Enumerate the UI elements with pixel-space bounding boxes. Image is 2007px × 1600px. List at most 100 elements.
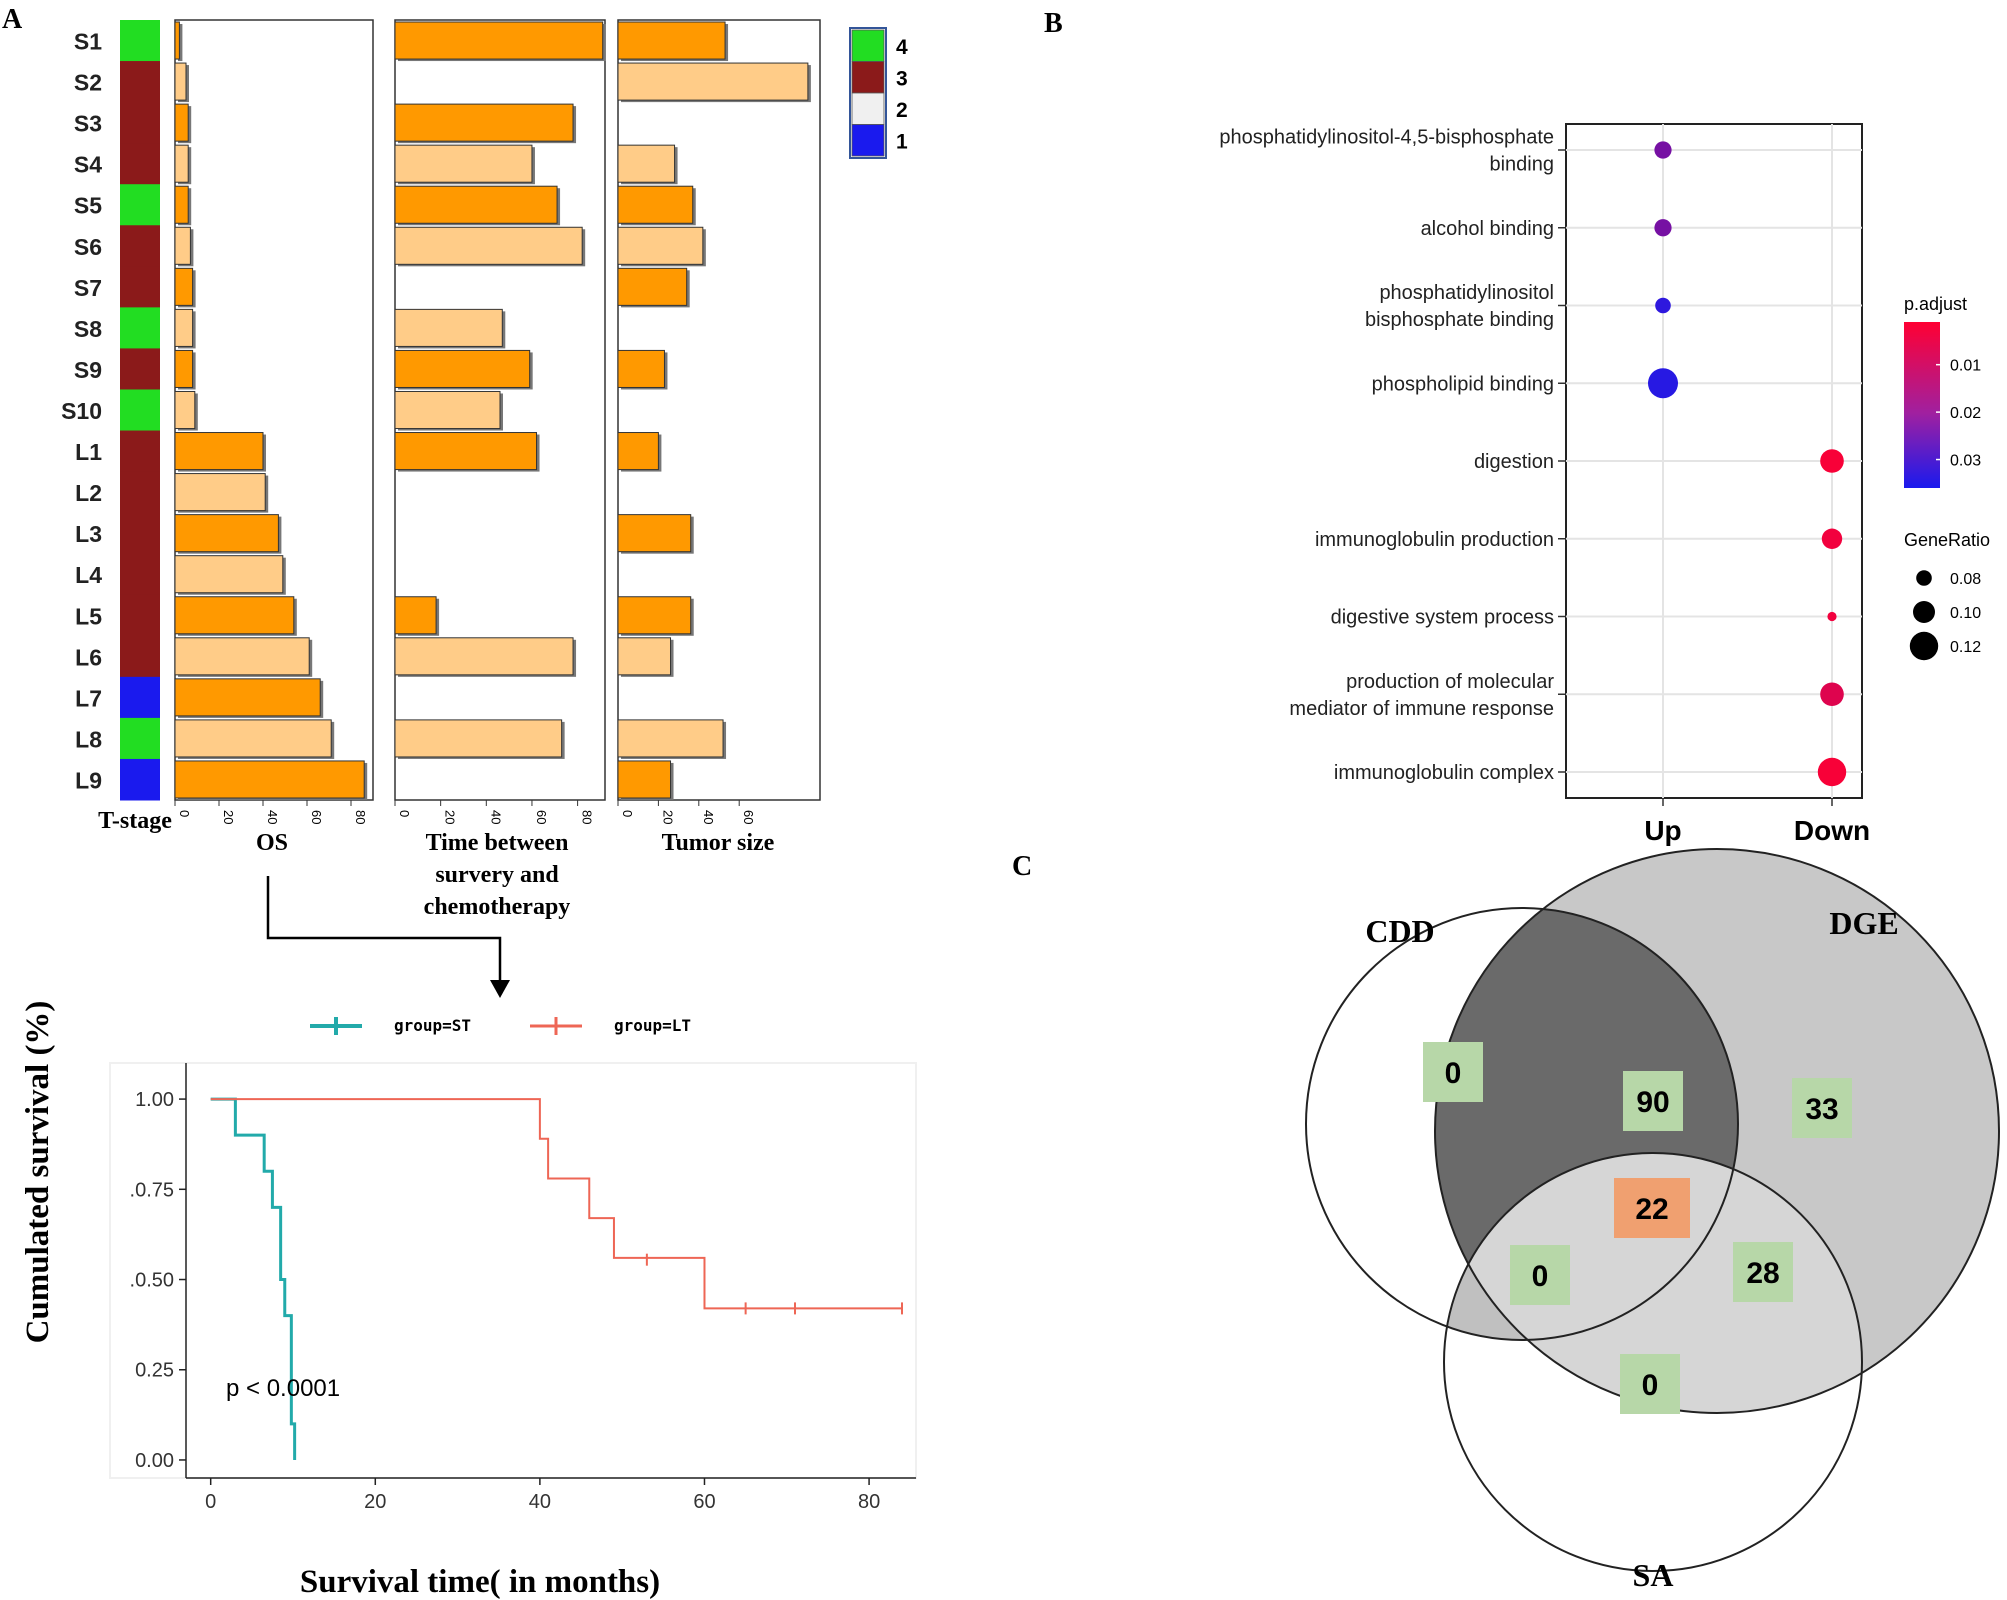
km-y-tick-label: 0.00 (135, 1450, 174, 1472)
t-stage-cell-L8 (120, 717, 160, 760)
row-label-S8: S8 (74, 316, 102, 342)
term-dot (1655, 297, 1671, 314)
venn-region-box (1620, 1354, 1680, 1414)
bar-S1 (174, 21, 180, 60)
bar-S3 (394, 103, 574, 142)
bar-L7 (174, 678, 321, 717)
t-stage-legend-box (849, 27, 887, 159)
term-label: immunoglobulin production (1315, 529, 1554, 551)
term-label: production of molecular (1346, 671, 1554, 693)
t-stage-cell-S1 (120, 20, 160, 62)
size-legend-label: 0.10 (1950, 605, 1981, 622)
bar-S6 (394, 226, 583, 265)
t-stage-legend-label-2: 2 (896, 99, 908, 122)
t-stage-cell-L9 (120, 758, 160, 801)
os-arrow-head (490, 980, 510, 998)
km-y-tick-label: .0.75 (130, 1179, 174, 1201)
venn-region-box (1423, 1042, 1483, 1102)
row-label-L9: L9 (75, 767, 102, 793)
series-label-2: Tumor size (662, 830, 775, 856)
venn-region-value: 22 (1635, 1193, 1668, 1226)
km-legend-label: group=ST (394, 1016, 471, 1035)
row-label-S3: S3 (74, 111, 102, 137)
term-label: phosphatidylinositol (1379, 282, 1554, 304)
venn-set-label-sa: SA (1633, 1557, 1674, 1593)
row-label-S2: S2 (74, 70, 102, 96)
venn-set-label-dge: DGE (1829, 905, 1898, 941)
term-label: bisphosphate binding (1365, 309, 1554, 331)
km-pvalue: p < 0.0001 (226, 1375, 340, 1402)
bar-L8 (617, 719, 724, 758)
term-label: phosphatidylinositol-4,5-bisphosphate (1219, 127, 1554, 149)
series-label-0: OS (256, 830, 288, 856)
bar-S1 (617, 21, 726, 60)
bar-S7 (174, 267, 194, 306)
bar-S8 (394, 308, 503, 347)
t-stage-cell-L3 (120, 512, 160, 555)
km-x-tick-label: 80 (858, 1491, 880, 1513)
bar-S9 (174, 349, 194, 388)
term-label: phospholipid binding (1372, 373, 1554, 395)
t-stage-cell-L4 (120, 553, 160, 596)
x-tick-label: 80 (580, 810, 595, 824)
bar-L8 (174, 719, 332, 758)
venn-region-box (1792, 1078, 1852, 1138)
t-stage-legend-label-3: 3 (896, 68, 908, 91)
bar-S6 (617, 226, 704, 265)
x-tick-label: 40 (701, 810, 716, 824)
row-label-L4: L4 (75, 562, 102, 588)
term-dot (1820, 682, 1844, 707)
t-stage-cell-L6 (120, 635, 160, 678)
bar-S9 (394, 349, 531, 388)
x-tick-label: 0 (397, 810, 412, 817)
panel-a-survival-plot: 0 20 40 60 80 0.00 0.25 .0.50 .0.75 1.00 p < 0.000… (20, 1001, 917, 1600)
bar-S7 (617, 267, 688, 306)
x-tick-label: 40 (488, 810, 503, 824)
bar-S1 (394, 21, 604, 60)
bar-S6 (174, 226, 191, 265)
term-label: alcohol binding (1421, 218, 1554, 240)
x-tick-label: 20 (443, 810, 458, 824)
t-stage-legend-label-1: 1 (896, 131, 908, 154)
bar-shadow (178, 24, 183, 62)
term-dot (1827, 611, 1837, 622)
row-label-S4: S4 (74, 152, 102, 178)
x-tick-label: 0 (620, 810, 635, 817)
bar-L6 (617, 637, 672, 676)
row-label-L5: L5 (75, 603, 102, 629)
km-x-tick-label: 0 (205, 1491, 216, 1513)
x-tick-label: 20 (660, 810, 675, 824)
row-label-S6: S6 (74, 234, 102, 260)
venn-region-value: 0 (1642, 1369, 1659, 1402)
x-tick-label: 60 (534, 810, 549, 824)
term-dot (1654, 219, 1672, 237)
km-curve-lt (210, 1098, 902, 1310)
bar-L1 (617, 432, 659, 471)
bar-S5 (617, 185, 694, 224)
term-label: binding (1489, 154, 1554, 176)
term-label: mediator of immune response (1289, 698, 1554, 720)
bar-panel-0: 0 20 40 60 80 OS (174, 19, 374, 856)
km-x-axis-label: Survival time( in months) (300, 1564, 660, 1600)
x-tick-label: 0 (177, 810, 192, 817)
row-label-L6: L6 (75, 644, 102, 670)
t-stage-cell-L1 (120, 430, 160, 473)
bar-L3 (174, 514, 279, 553)
km-x-tick-label: 20 (364, 1491, 386, 1513)
size-legend-label: 0.12 (1950, 639, 1981, 656)
color-legend-tick-label: 0.03 (1950, 453, 1981, 470)
venn-circle-dge (1434, 848, 2000, 1414)
term-dot (1820, 449, 1844, 473)
bar-L3 (617, 514, 692, 553)
t-stage-legend-swatch-4 (851, 29, 885, 62)
series-label-1: chemotherapy (424, 894, 571, 920)
x-tick-label: 80 (353, 810, 368, 824)
row-label-L2: L2 (75, 480, 102, 506)
t-stage-cell-S6 (120, 225, 160, 267)
size-legend-title: GeneRatio (1904, 530, 1990, 550)
t-stage-cell-L2 (120, 471, 160, 514)
term-label: digestive system process (1331, 607, 1554, 629)
bar-L5 (617, 596, 692, 635)
row-label-L8: L8 (75, 726, 102, 752)
